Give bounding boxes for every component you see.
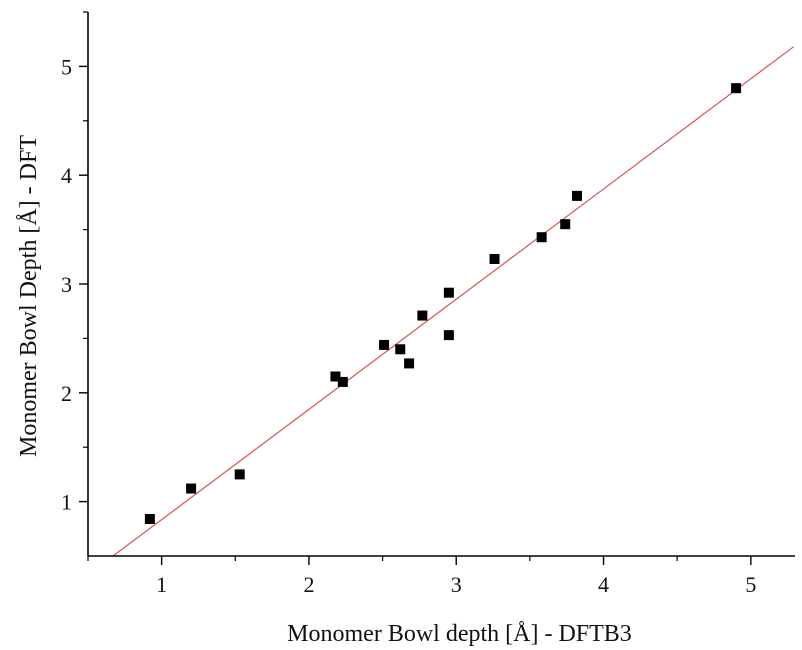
x-tick-label: 2: [303, 572, 314, 597]
y-tick-label: 2: [61, 381, 72, 406]
data-point-7: [404, 358, 415, 369]
data-point-15: [731, 83, 742, 94]
data-point-4: [337, 376, 348, 387]
data-point-3: [330, 371, 341, 382]
data-point-2: [234, 469, 245, 480]
data-point-0: [144, 514, 155, 525]
fit-line: [112, 46, 794, 557]
y-tick-label: 1: [61, 490, 72, 515]
x-tick-label: 3: [451, 572, 462, 597]
axis-ticks: 1 2 3 4 5 1 2 3 4 5: [61, 11, 756, 597]
x-tick-label: 1: [156, 572, 167, 597]
data-markers: [144, 83, 742, 525]
data-point-14: [572, 190, 583, 201]
data-point-1: [186, 483, 197, 494]
y-tick-label: 3: [61, 272, 72, 297]
data-point-5: [379, 339, 390, 350]
data-point-12: [536, 232, 547, 243]
x-axis-label: Monomer Bowl depth [Å] - DFTB3: [287, 621, 632, 647]
data-point-11: [489, 253, 500, 264]
data-point-8: [417, 310, 428, 321]
x-tick-label: 4: [598, 572, 609, 597]
y-tick-label: 5: [61, 54, 72, 79]
data-point-13: [560, 219, 571, 230]
x-tick-label: 5: [745, 572, 756, 597]
data-point-6: [395, 344, 406, 355]
data-point-10: [443, 330, 454, 341]
y-tick-label: 4: [61, 163, 72, 188]
y-axis-label: Monomer Bowl Depth [Å] - DFT: [16, 135, 42, 457]
data-point-9: [443, 287, 454, 298]
